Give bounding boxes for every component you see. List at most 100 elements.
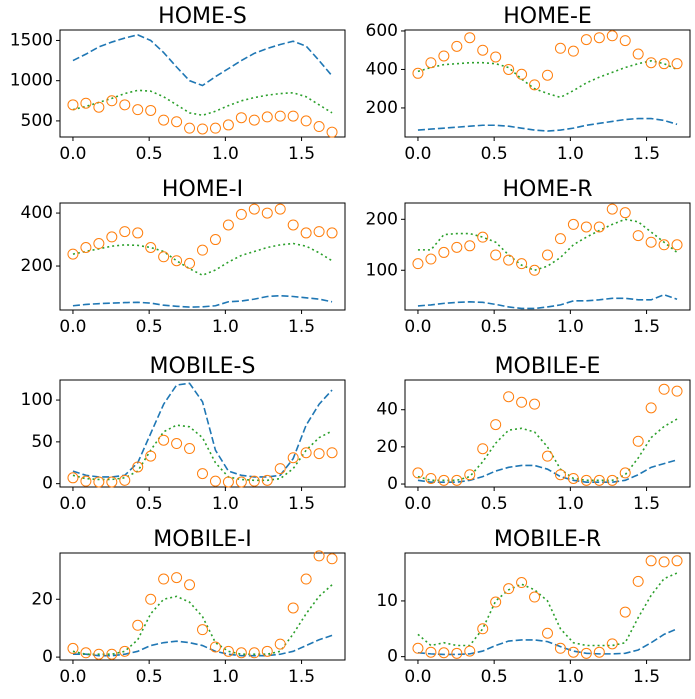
- marker: [67, 248, 79, 260]
- marker: [593, 474, 605, 486]
- marker: [438, 246, 450, 258]
- x-tick-label: 1.5: [288, 494, 315, 514]
- marker: [425, 646, 437, 658]
- y-tick-label: 50: [31, 432, 53, 452]
- series-line: [72, 242, 333, 277]
- marker: [632, 48, 644, 60]
- x-tick-label: 0.5: [481, 667, 508, 687]
- marker: [516, 68, 528, 80]
- marker: [477, 623, 489, 635]
- marker: [542, 450, 553, 462]
- plot-area: [404, 379, 691, 488]
- plot-area: [59, 379, 346, 488]
- marker: [197, 123, 208, 135]
- y-tick-label: 20: [376, 437, 398, 457]
- marker: [248, 114, 260, 126]
- panel-title: HOME-I: [162, 177, 243, 202]
- series-line: [417, 218, 678, 272]
- y-tick-label: 200: [366, 209, 398, 229]
- y-tick-label: 400: [366, 59, 398, 79]
- marker: [197, 244, 208, 256]
- marker: [503, 391, 515, 403]
- panel: MOBILE-E 0.0 0.5 1.0 1.5 0 20 40: [376, 354, 691, 514]
- series-line: [72, 634, 333, 657]
- marker: [119, 645, 131, 657]
- marker: [567, 646, 579, 658]
- series-line: [72, 584, 333, 656]
- marker: [658, 239, 670, 251]
- plot-area: [404, 29, 691, 138]
- marker: [438, 50, 450, 62]
- marker: [274, 463, 286, 475]
- x-tick-label: 0.0: [404, 144, 431, 164]
- marker: [287, 452, 299, 464]
- marker: [171, 255, 183, 267]
- marker: [412, 67, 424, 79]
- x-tick-label: 0.5: [481, 144, 508, 164]
- marker: [567, 218, 579, 230]
- marker: [67, 99, 79, 111]
- marker: [503, 254, 515, 266]
- x-tick-label: 1.5: [633, 667, 660, 687]
- marker: [529, 264, 541, 276]
- marker: [451, 241, 463, 253]
- marker: [516, 577, 528, 589]
- y-tick-label: 0: [387, 647, 398, 667]
- x-tick-label: 0.5: [481, 494, 508, 514]
- marker: [119, 226, 131, 238]
- marker: [106, 648, 118, 660]
- marker: [287, 219, 299, 231]
- marker: [671, 555, 683, 567]
- marker: [197, 468, 208, 480]
- marker: [490, 419, 502, 431]
- y-tick-label: 10: [376, 591, 398, 611]
- panel: HOME-S 0.0 0.5 1.0 1.5 500 1000 1500: [10, 4, 346, 164]
- marker: [464, 240, 476, 252]
- marker: [93, 476, 105, 488]
- marker: [119, 99, 131, 111]
- marker: [593, 221, 605, 233]
- marker: [516, 396, 528, 408]
- marker: [542, 69, 553, 81]
- marker: [451, 474, 463, 486]
- marker: [542, 249, 553, 261]
- y-tick-label: 40: [376, 400, 398, 420]
- x-tick-label: 1.0: [212, 494, 239, 514]
- marker: [67, 472, 79, 484]
- y-tick-label: 20: [31, 589, 53, 609]
- x-tick-label: 0.5: [136, 494, 163, 514]
- x-tick-label: 1.5: [288, 144, 315, 164]
- series-line: [417, 628, 678, 656]
- marker: [671, 385, 683, 397]
- marker: [477, 44, 489, 56]
- marker: [477, 443, 489, 455]
- y-tick-label: 200: [366, 98, 398, 118]
- marker: [261, 645, 273, 657]
- marker: [632, 575, 644, 587]
- marker: [632, 230, 644, 242]
- marker: [554, 42, 566, 54]
- x-tick-label: 1.5: [288, 667, 315, 687]
- marker: [119, 474, 131, 486]
- marker: [412, 258, 424, 270]
- marker: [619, 207, 631, 219]
- marker: [80, 647, 92, 659]
- marker: [529, 79, 541, 91]
- marker: [593, 646, 605, 658]
- marker: [235, 476, 247, 488]
- marker: [300, 115, 312, 127]
- marker: [438, 647, 450, 659]
- marker: [580, 474, 592, 486]
- y-tick-label: 0: [42, 647, 53, 667]
- marker: [619, 35, 631, 47]
- marker: [464, 32, 476, 44]
- marker: [209, 475, 221, 487]
- panel-title: HOME-E: [503, 4, 592, 29]
- marker: [209, 641, 221, 653]
- x-tick-label: 0.5: [136, 144, 163, 164]
- marker: [554, 469, 566, 481]
- x-tick-label: 1.0: [557, 494, 584, 514]
- marker: [222, 645, 234, 657]
- marker: [300, 573, 312, 585]
